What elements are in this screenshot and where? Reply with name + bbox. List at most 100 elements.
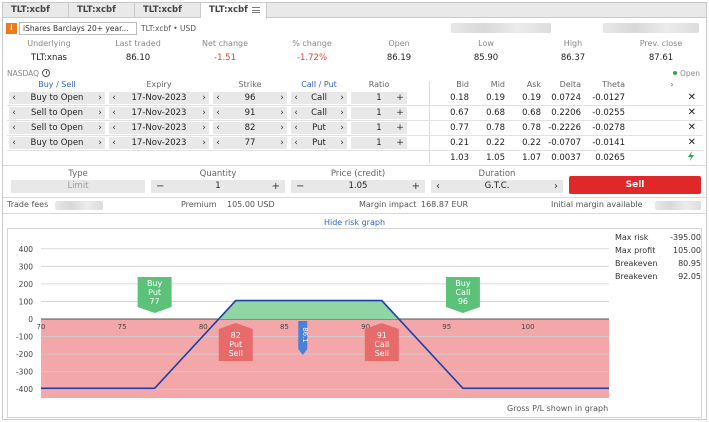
clock-icon[interactable] <box>42 69 51 77</box>
tab-tlt-active[interactable]: TLT:xcbf <box>201 3 267 19</box>
order-type-value: Limit <box>67 181 89 191</box>
strike-selector[interactable]: ‹ 82 › <box>213 122 287 134</box>
call-put-selector[interactable]: ‹ Call › <box>291 107 347 119</box>
mid-value: 0.68 <box>486 108 505 118</box>
strike-value: 96 <box>244 93 256 103</box>
side-selector[interactable]: ‹ Buy to Open › <box>9 137 105 149</box>
quote-header: Underlying <box>27 39 71 48</box>
col-bid: Bid <box>456 80 469 89</box>
status-dot-icon <box>672 71 677 75</box>
total-ask: 1.07 <box>522 153 541 163</box>
chevron-left-icon: ‹ <box>216 138 220 148</box>
expiry-selector[interactable]: ‹ 17-Nov-2023 › <box>109 137 209 149</box>
strike-selector[interactable]: ‹ 96 › <box>213 92 287 104</box>
side-value: Buy to Open <box>30 138 84 148</box>
duration-label: Duration <box>478 169 516 179</box>
chevron-left-icon: ‹ <box>112 108 116 118</box>
expiry-value: 17-Nov-2023 <box>131 93 187 103</box>
trade-fees-label: Trade fees <box>7 200 49 209</box>
tab-tlt-2[interactable]: TLT:xcbf <box>69 3 135 18</box>
sell-button[interactable]: Sell <box>569 176 701 194</box>
side-selector[interactable]: ‹ Buy to Open › <box>9 92 105 104</box>
leg-row: ‹ Buy to Open › ‹ 17-Nov-2023 › ‹ 96 › ‹ Call › … <box>3 92 706 105</box>
stat-max-profit: Max profit 105.00 <box>615 244 701 257</box>
ask-value: 0.68 <box>522 108 541 118</box>
expiry-value: 17-Nov-2023 <box>131 138 187 148</box>
theta-value: -0.0141 <box>592 138 625 148</box>
ask-value: 0.78 <box>522 123 541 133</box>
theta-value: -0.0127 <box>592 93 625 103</box>
marker-label: Buy <box>147 279 163 288</box>
order-type-select[interactable]: Limit <box>11 180 145 193</box>
plus-icon: + <box>396 108 404 118</box>
quote-header-row: Underlying Last traded Net change % chan… <box>3 39 706 48</box>
hamburger-menu-icon[interactable] <box>252 7 260 13</box>
underlying-price-marker <box>298 321 308 349</box>
call-put-selector[interactable]: ‹ Call › <box>291 92 347 104</box>
leg-row: ‹ Sell to Open › ‹ 17-Nov-2023 › ‹ 91 › ‹ Call ›… <box>3 107 706 120</box>
chevron-left-icon: ‹ <box>216 108 220 118</box>
chevron-left-icon: ‹ <box>12 93 16 103</box>
call-put-selector[interactable]: ‹ Put › <box>291 122 347 134</box>
expiry-selector[interactable]: ‹ 17-Nov-2023 › <box>109 107 209 119</box>
mid-value: 0.78 <box>486 123 505 133</box>
side-value: Sell to Open <box>31 123 83 133</box>
quantity-stepper[interactable]: − 1 + <box>151 180 285 193</box>
payoff-line <box>41 299 609 390</box>
plus-icon: + <box>396 138 404 148</box>
risk-graph-panel <box>7 228 702 418</box>
bid-value: 0.18 <box>450 93 469 103</box>
x-tick-label: 80 <box>199 323 208 331</box>
side-selector[interactable]: ‹ Sell to Open › <box>9 122 105 134</box>
tab-tlt-3[interactable]: TLT:xcbf <box>135 3 201 18</box>
chevron-right-icon: › <box>280 93 284 103</box>
remove-leg-icon[interactable]: ✕ <box>687 92 696 103</box>
price-stepper[interactable]: − 1.05 + <box>291 180 425 193</box>
leg-row: ‹ Buy to Open › ‹ 17-Nov-2023 › ‹ 77 › ‹ Put › 1… <box>3 137 706 150</box>
duration-value: G.T.C. <box>484 181 510 191</box>
expiry-selector[interactable]: ‹ 17-Nov-2023 › <box>109 92 209 104</box>
marker-label: 77 <box>150 297 160 306</box>
total-theta: 0.0265 <box>595 153 625 163</box>
leg-row: ‹ Sell to Open › ‹ 17-Nov-2023 › ‹ 82 › ‹ Put › … <box>3 122 706 135</box>
tab-tlt-1[interactable]: TLT:xcbf <box>3 3 69 18</box>
y-tick-label: -300 <box>16 368 33 377</box>
marker-label: Put <box>229 340 242 349</box>
marker-label: Call <box>455 288 470 297</box>
remove-leg-icon[interactable]: ✕ <box>687 122 696 133</box>
quote-header: Net change <box>201 39 249 48</box>
tab-label: TLT:xcbf <box>11 5 50 15</box>
underlying-value[interactable]: TLT:xnas <box>31 53 67 63</box>
chevron-right-icon: › <box>98 138 102 148</box>
chevron-right-icon: › <box>98 93 102 103</box>
stat-label: Max profit <box>615 246 656 255</box>
lightning-icon[interactable] <box>688 151 694 161</box>
side-selector[interactable]: ‹ Sell to Open › <box>9 107 105 119</box>
expiry-selector[interactable]: ‹ 17-Nov-2023 › <box>109 122 209 134</box>
marker-label: 91 <box>377 331 387 340</box>
duration-select[interactable]: ‹ G.T.C. › <box>431 180 563 193</box>
remove-leg-icon[interactable]: ✕ <box>687 137 696 148</box>
chevron-left-icon: ‹ <box>216 93 220 103</box>
total-delta: 0.0037 <box>551 153 581 163</box>
y-tick-label: 100 <box>19 297 34 306</box>
hide-risk-graph-link[interactable]: Hide risk graph <box>323 218 386 227</box>
strike-selector[interactable]: ‹ 91 › <box>213 107 287 119</box>
ratio-stepper[interactable]: 1 + <box>351 122 407 134</box>
instrument-subtitle: TLT:xcbf • USD <box>141 24 197 33</box>
underlying-price-arrow <box>298 349 308 355</box>
ratio-stepper[interactable]: 1 + <box>351 107 407 119</box>
call-put-selector[interactable]: ‹ Put › <box>291 137 347 149</box>
minus-icon: − <box>156 181 165 192</box>
stat-breakeven-low: Breakeven 80.95 <box>615 257 701 270</box>
scroll-right-icon[interactable]: › <box>670 80 674 89</box>
remove-leg-icon[interactable]: ✕ <box>687 107 696 118</box>
theta-value: -0.0255 <box>592 108 625 118</box>
ratio-stepper[interactable]: 1 + <box>351 92 407 104</box>
instrument-name-field[interactable]: iShares Barclays 20+ year... <box>19 22 137 35</box>
plus-icon: + <box>411 181 420 192</box>
buy-call-marker <box>445 277 480 313</box>
risk-graph-chart: 400 300 200 100 0 -100 -200 -300 -400 70 75 80 85 90 9… <box>16 245 609 398</box>
strike-selector[interactable]: ‹ 77 › <box>213 137 287 149</box>
ratio-stepper[interactable]: 1 + <box>351 137 407 149</box>
